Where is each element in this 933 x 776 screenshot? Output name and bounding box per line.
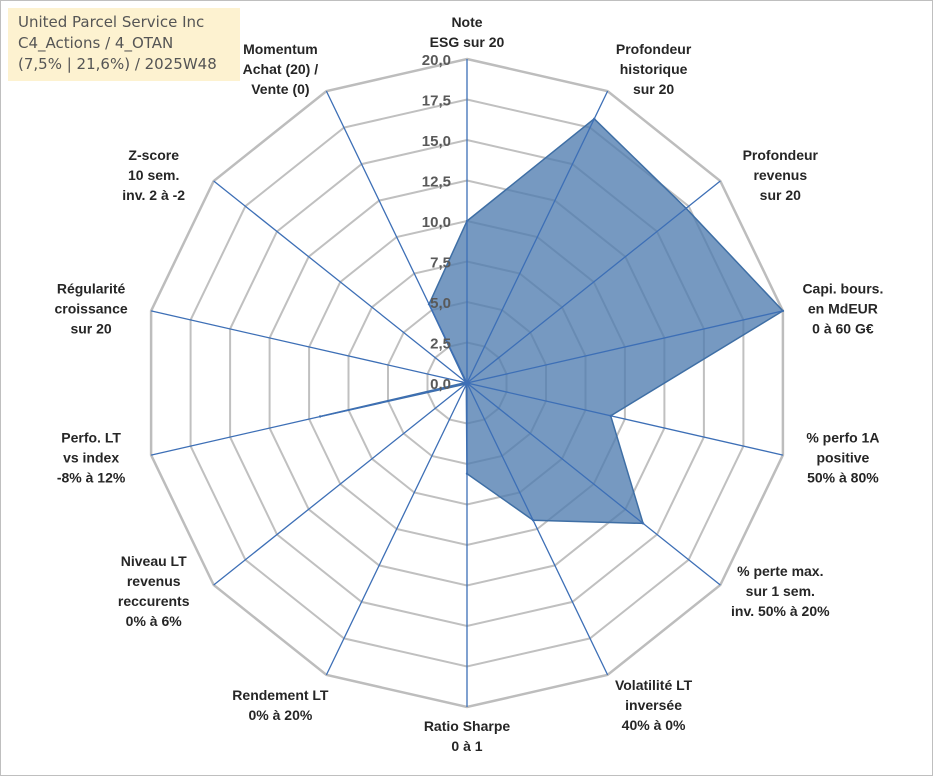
category-label: positive [816,449,869,465]
axis-spoke [466,382,609,676]
category-label: revenus [127,573,181,589]
category-label: sur 20 [633,81,674,97]
category-label: Achat (20) / [243,61,319,77]
radial-tick-label: 5,0 [430,295,451,312]
axis-spoke [325,90,468,384]
category-label: 40% à 0% [622,717,686,733]
category-label: 0% à 20% [248,707,312,723]
category-label: Perfo. LT [61,429,121,445]
chart-title-box: United Parcel Service Inc C4_Actions / 4… [8,8,240,81]
category-label: inversée [625,697,682,713]
category-label: Régularité [57,281,126,297]
category-label: 0% à 6% [126,613,183,629]
category-label: vs index [63,449,119,465]
title-line-weights: (7,5% | 21,6%) / 2025W48 [18,55,217,73]
radial-tick-label: 20,0 [422,52,451,69]
category-label: inv. 2 à -2 [122,187,185,203]
axis-spoke [466,310,784,384]
radial-tick-label: 10,0 [422,214,451,231]
category-label: revenus [753,167,807,183]
category-label: Rendement LT [232,687,329,703]
category-label: Vente (0) [251,81,309,97]
category-label: 10 sem. [128,167,179,183]
category-label: 0 à 1 [451,738,482,754]
radial-tick-label: 7,5 [430,255,451,272]
title-line-category: C4_Actions / 4_OTAN [18,34,174,52]
category-label: 0 à 60 G€ [812,321,874,337]
category-label: Profondeur [616,41,692,57]
category-label: % perte max. [737,563,823,579]
category-label: Z-score [128,147,179,163]
category-label: Momentum [243,41,318,57]
radial-tick-label: 0,0 [430,376,451,393]
category-label: sur 20 [760,187,801,203]
category-label: reccurents [118,593,190,609]
category-label: Capi. bours. [802,281,883,297]
category-label: Ratio Sharpe [424,718,511,734]
category-label: sur 20 [70,321,111,337]
category-label: inv. 50% à 20% [731,603,830,619]
category-label: % perfo 1A [806,429,879,445]
radial-tick-label: 12,5 [422,174,451,191]
category-label: Volatilité LT [615,677,693,693]
category-label: ESG sur 20 [430,34,505,50]
axis-spoke [213,382,468,586]
radial-tick-label: 17,5 [422,93,451,110]
axis-spoke [466,382,784,456]
axis-spoke [150,310,468,384]
category-label: sur 1 sem. [746,583,815,599]
axis-spoke [150,382,468,456]
category-label: Note [451,14,482,30]
category-label: Profondeur [743,147,819,163]
category-label: en MdEUR [808,301,878,317]
axis-spoke [466,180,721,384]
category-label: historique [620,61,688,77]
radial-tick-label: 2,5 [430,336,451,353]
axis-spoke [325,382,468,676]
category-label: -8% à 12% [57,469,126,485]
category-label: croissance [55,301,128,317]
axis-spoke [466,90,609,384]
axis-spoke [213,180,468,384]
category-label: 50% à 80% [807,469,879,485]
axis-spoke [466,382,721,586]
title-line-company: United Parcel Service Inc [18,13,205,31]
category-label: Niveau LT [121,553,187,569]
radial-tick-label: 15,0 [422,133,451,150]
